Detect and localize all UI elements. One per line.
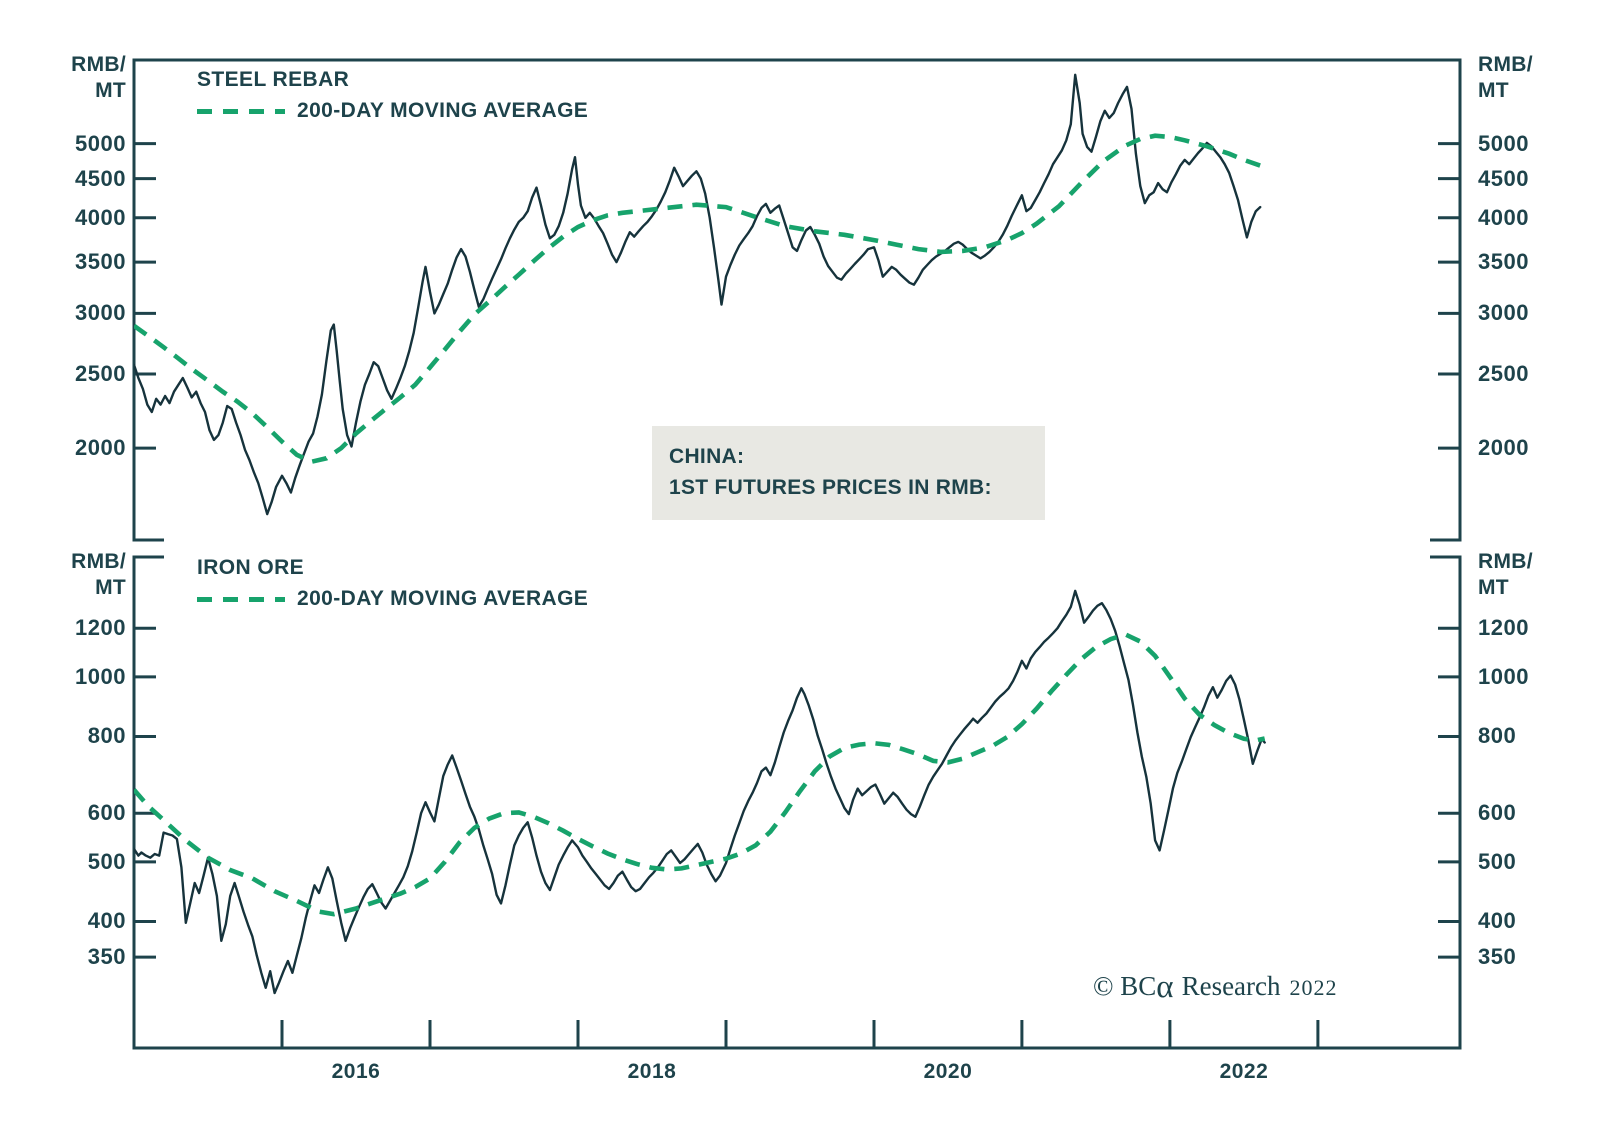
chart-title-box: CHINA: 1ST FUTURES PRICES IN RMB: [652,426,1045,520]
y-tick-label-steel-rebar-3000-right: 3000 [1478,300,1529,326]
legend-iron-ore: IRON ORE 200-DAY MOVING AVERAGE [197,556,588,611]
y-tick-marks-steel-rebar [134,142,1460,450]
y-tick-label-iron-ore-600-left: 600 [87,800,126,826]
legend-series-label: IRON ORE [197,556,305,579]
y-tick-label-steel-rebar-4000-right: 4000 [1478,204,1529,230]
dashed-line-sample-icon [197,596,285,602]
legend-ma-label: 200-DAY MOVING AVERAGE [297,587,589,610]
y-tick-label-iron-ore-1200-left: 1200 [75,615,126,641]
y-tick-label-iron-ore-350-right: 350 [1478,944,1517,970]
y-tick-label-iron-ore-1000-left: 1000 [75,663,126,689]
y-tick-marks-iron-ore [134,626,1460,959]
unit-label-bottom-left: RMB/MT [71,550,126,599]
y-tick-label-steel-rebar-4000-left: 4000 [75,204,126,230]
steel-rebar-price-line [134,73,1262,516]
y-tick-label-iron-ore-1200-right: 1200 [1478,615,1529,641]
iron-ore-ma-line [134,632,1266,917]
x-axis-label-2016: 2016 [331,1060,381,1083]
y-tick-label-steel-rebar-2500-right: 2500 [1478,360,1529,386]
y-tick-label-iron-ore-600-right: 600 [1478,800,1517,826]
x-tick-marks [280,1020,1320,1048]
y-tick-label-iron-ore-400-right: 400 [1478,908,1517,934]
iron-ore-price-line [134,589,1266,995]
y-tick-label-steel-rebar-2000-left: 2000 [75,435,126,461]
x-axis-label-2022: 2022 [1219,1060,1269,1083]
y-tick-label-steel-rebar-4500-right: 4500 [1478,165,1529,191]
y-tick-label-iron-ore-1000-right: 1000 [1478,663,1529,689]
y-tick-label-steel-rebar-3500-right: 3500 [1478,249,1529,275]
copyright-rest: Research [1181,971,1281,1001]
y-tick-label-steel-rebar-2000-right: 2000 [1478,435,1529,461]
y-tick-label-iron-ore-400-left: 400 [87,908,126,934]
x-axis-label-2018: 2018 [627,1060,677,1083]
chart-title-line1: CHINA: [669,445,745,468]
dashed-line-sample-icon [197,108,285,114]
unit-label-bottom-right: RMB/MT [1478,550,1533,599]
bca-alpha-logo-glyph: α [1156,969,1174,1005]
copyright-year: 2022 [1289,975,1338,1000]
y-tick-label-steel-rebar-5000-left: 5000 [75,130,126,156]
y-tick-label-iron-ore-500-right: 500 [1478,848,1517,874]
legend-series-label: STEEL REBAR [197,68,350,91]
y-tick-label-steel-rebar-2500-left: 2500 [75,360,126,386]
copyright-prefix: © BC [1093,971,1157,1001]
steel-rebar-ma-line [134,133,1261,465]
x-axis-label-2020: 2020 [923,1060,973,1083]
legend-ma-label: 200-DAY MOVING AVERAGE [297,99,589,122]
y-tick-label-steel-rebar-3500-left: 3500 [75,249,126,275]
chart-title-line2: 1ST FUTURES PRICES IN RMB: [669,476,992,499]
y-tick-label-steel-rebar-4500-left: 4500 [75,165,126,191]
unit-label-top-left: RMB/MT [71,53,126,102]
y-tick-label-iron-ore-500-left: 500 [87,848,126,874]
y-tick-label-steel-rebar-5000-right: 5000 [1478,130,1529,156]
y-tick-label-iron-ore-800-left: 800 [87,723,126,749]
unit-label-top-right: RMB/MT [1478,53,1533,102]
legend-steel-rebar: STEEL REBAR 200-DAY MOVING AVERAGE [197,68,588,123]
y-tick-label-iron-ore-350-left: 350 [87,944,126,970]
panel-frame-iron-ore [132,555,1462,1050]
y-tick-label-iron-ore-800-right: 800 [1478,723,1517,749]
y-tick-label-steel-rebar-3000-left: 3000 [75,300,126,326]
panel-frame-steel-rebar [132,58,1462,542]
copyright-notice: © BCα Research 2022 [1093,969,1338,1005]
